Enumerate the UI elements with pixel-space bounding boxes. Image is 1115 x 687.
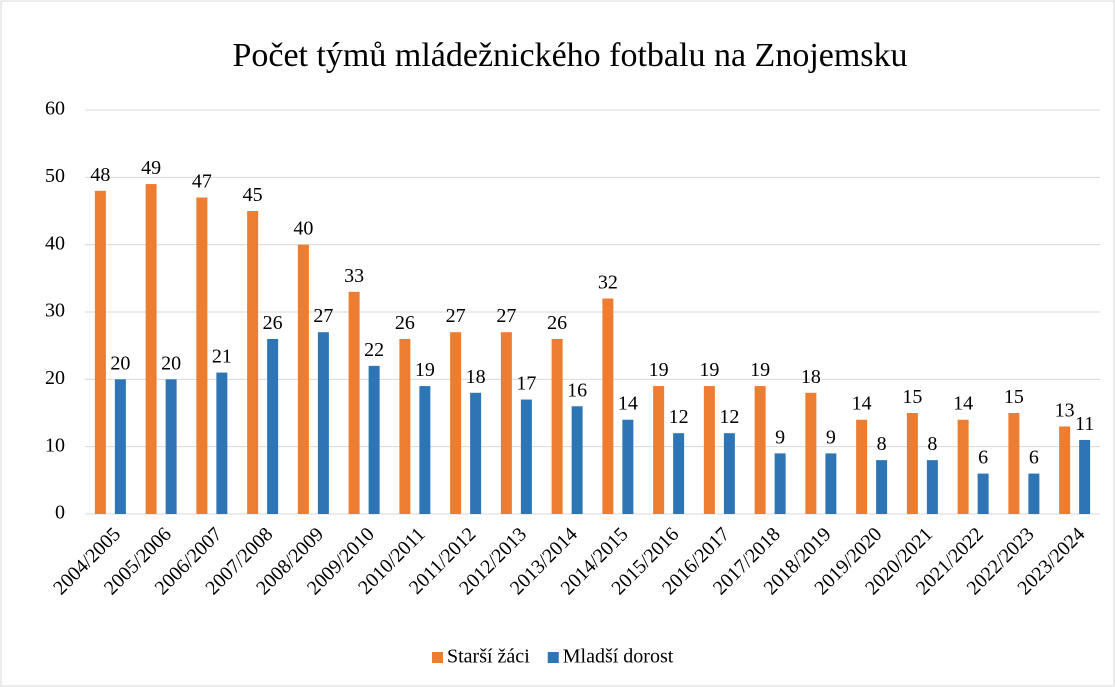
- data-label: 21: [212, 346, 232, 368]
- bar: [1028, 473, 1040, 514]
- bar: [805, 392, 817, 514]
- bar: [876, 460, 888, 514]
- bar: [703, 386, 715, 514]
- bar: [419, 386, 431, 514]
- data-label: 19: [649, 359, 669, 381]
- data-label: 20: [110, 352, 130, 374]
- data-label: 13: [1055, 399, 1075, 421]
- data-label: 16: [567, 379, 587, 401]
- y-tick-label: 30: [45, 300, 65, 322]
- data-label: 49: [141, 157, 161, 179]
- bar: [825, 453, 837, 514]
- data-label: 26: [263, 312, 283, 334]
- bar: [267, 338, 279, 514]
- data-label: 18: [466, 366, 486, 388]
- y-tick-label: 50: [45, 165, 65, 187]
- chart-title: Počet týmů mládežnického fotbalu na Znoj…: [232, 37, 907, 74]
- data-label: 40: [293, 218, 313, 240]
- data-label: 19: [699, 359, 719, 381]
- bar: [348, 291, 360, 514]
- bar: [571, 406, 583, 514]
- y-tick-label: 0: [55, 502, 65, 524]
- bar: [317, 332, 329, 514]
- data-label: 18: [801, 366, 821, 388]
- data-label: 14: [618, 393, 638, 415]
- data-label: 26: [395, 312, 415, 334]
- bar: [754, 386, 766, 514]
- data-label: 20: [161, 352, 181, 374]
- data-label: 33: [344, 265, 364, 287]
- data-label: 8: [927, 433, 937, 455]
- bar: [114, 379, 126, 514]
- data-label: 48: [90, 164, 110, 186]
- data-label: 15: [1004, 386, 1024, 408]
- bar: [520, 399, 532, 514]
- data-label: 47: [192, 171, 212, 193]
- bar: [500, 332, 512, 514]
- data-label: 12: [669, 406, 689, 428]
- legend-label: Starší žáci: [447, 646, 530, 668]
- data-label: 27: [496, 305, 516, 327]
- data-label: 26: [547, 312, 567, 334]
- bar: [906, 413, 918, 514]
- data-label: 9: [826, 426, 836, 448]
- bar: [1059, 426, 1071, 514]
- data-label: 27: [313, 305, 333, 327]
- legend-swatch: [547, 652, 559, 663]
- bar: [622, 419, 634, 514]
- bar: [774, 453, 786, 514]
- data-label: 45: [243, 184, 263, 206]
- bar: [977, 473, 989, 514]
- legend-swatch: [432, 652, 443, 663]
- data-label: 19: [415, 359, 435, 381]
- bar: [653, 386, 665, 514]
- data-label: 27: [446, 305, 466, 327]
- bar: [602, 298, 614, 514]
- data-label: 22: [364, 339, 384, 361]
- y-tick-label: 20: [45, 367, 65, 389]
- data-label: 6: [978, 447, 988, 469]
- bar: [957, 419, 969, 514]
- bar: [399, 338, 411, 514]
- bar: [196, 197, 208, 515]
- bar: [247, 211, 259, 514]
- bar: [368, 365, 380, 514]
- y-tick-label: 60: [45, 98, 65, 120]
- bar: [1079, 439, 1091, 514]
- data-label: 32: [598, 272, 618, 294]
- bar: [673, 433, 685, 514]
- bar: [165, 379, 177, 514]
- bar: [470, 392, 482, 514]
- bar: [94, 190, 106, 515]
- data-label: 9: [775, 426, 785, 448]
- bar: [450, 332, 462, 514]
- data-label: 15: [902, 386, 922, 408]
- data-label: 17: [516, 373, 536, 395]
- bar: [145, 184, 157, 515]
- bar: [297, 244, 309, 514]
- data-label: 6: [1029, 447, 1039, 469]
- bar: [1008, 413, 1020, 514]
- bar: [856, 419, 868, 514]
- bar: [723, 433, 735, 514]
- y-tick-label: 10: [45, 434, 65, 456]
- bar: [551, 338, 563, 514]
- legend-label: Mladší dorost: [563, 646, 674, 668]
- data-label: 12: [719, 406, 739, 428]
- bar: [216, 372, 228, 514]
- data-label: 19: [750, 359, 770, 381]
- data-label: 8: [877, 433, 887, 455]
- data-label: 14: [852, 393, 872, 415]
- data-label: 11: [1075, 413, 1094, 435]
- y-tick-label: 40: [45, 232, 65, 254]
- bar: [926, 460, 938, 514]
- data-label: 14: [953, 393, 973, 415]
